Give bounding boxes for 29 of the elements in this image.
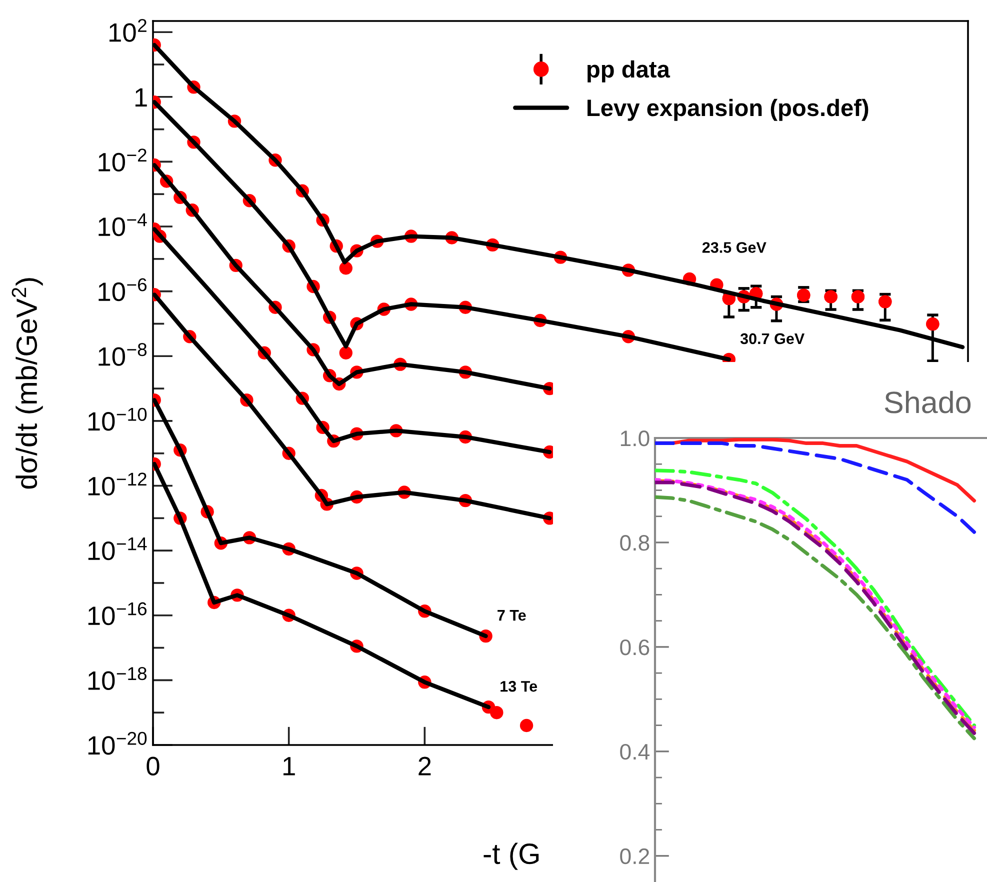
chart-title: Shado bbox=[884, 390, 971, 414]
y-tick-label: 10$^{−10}$ bbox=[88, 408, 147, 431]
y-tick-label: 10$^{−16}$ bbox=[88, 602, 147, 626]
y-tick-label: 0.4 bbox=[620, 744, 650, 760]
annotation: 13 Te bbox=[500, 680, 538, 692]
y-tick-label: 10$^{−18}$ bbox=[88, 667, 147, 690]
y-tick-label: 0.2 bbox=[620, 848, 650, 864]
annotation: 30.7 GeV bbox=[740, 333, 804, 344]
y-tick-label: 1.0 bbox=[620, 430, 650, 446]
legend-label: pp data bbox=[588, 60, 670, 82]
y-tick-label: 0.6 bbox=[620, 639, 650, 656]
y-tick-label: 0.8 bbox=[620, 535, 650, 551]
x-tick-label: 0 bbox=[146, 756, 160, 776]
x-tick-label: 2 bbox=[418, 756, 431, 776]
y-tick-label: 10$^{−12}$ bbox=[88, 472, 146, 496]
y-axis-title: dσ/dt (mb/GeV$^{2}$) bbox=[12, 278, 43, 489]
y-tick-label: 1 bbox=[135, 88, 147, 106]
y-tick-label: 10$^{−6}$ bbox=[98, 278, 147, 302]
y-tick-label: 10$^{2}$ bbox=[110, 18, 146, 42]
x-tick-label: 1 bbox=[284, 757, 295, 776]
y-tick-label: 10$^{−14}$ bbox=[88, 537, 147, 560]
y-tick-label: 10$^{−20}$ bbox=[88, 732, 147, 755]
legend-label: Levy expansion (pos.def) bbox=[588, 98, 868, 121]
y-tick-label: 10$^{−8}$ bbox=[98, 343, 147, 366]
annotation: 23.5 GeV bbox=[702, 242, 766, 253]
y-tick-label: 10$^{−2}$ bbox=[98, 148, 146, 172]
y-tick-label: 10$^{−4}$ bbox=[98, 213, 147, 236]
annotation: 7 Te bbox=[498, 610, 526, 621]
x-axis-title: -t (G bbox=[484, 842, 539, 870]
